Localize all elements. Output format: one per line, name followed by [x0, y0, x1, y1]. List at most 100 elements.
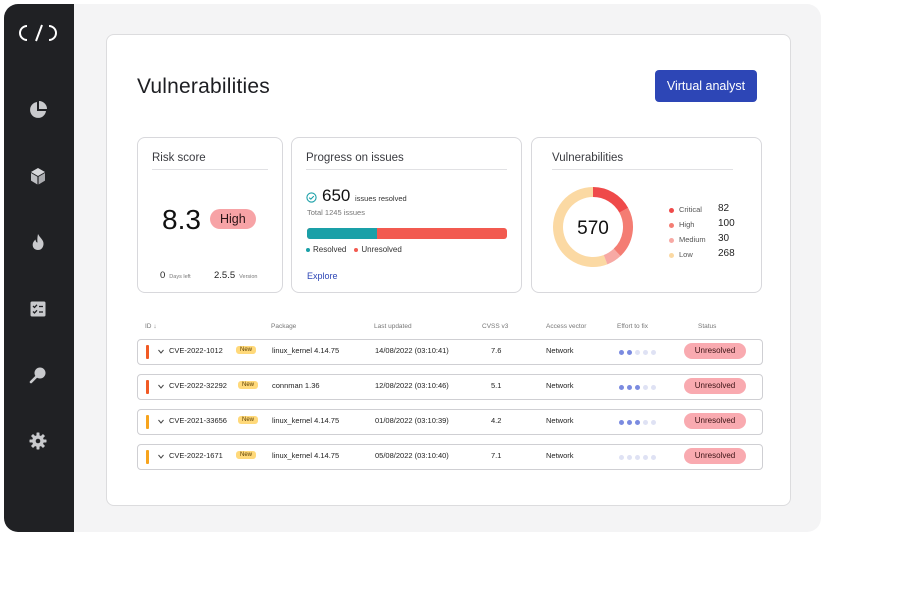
cvss-score: 5.1 — [491, 381, 502, 390]
donut-slice-critical — [592, 187, 629, 213]
effort-indicator — [619, 420, 656, 425]
cve-id: CVE-2022-1671 — [169, 451, 223, 460]
severity-label: Critical — [679, 205, 702, 214]
chevron-down-icon[interactable] — [158, 349, 164, 354]
column-package[interactable]: Package — [271, 323, 297, 330]
effort-dot — [627, 385, 632, 390]
cvss-score: 4.2 — [491, 416, 502, 425]
progress-card: Progress on issues 650 issues resolved T… — [291, 137, 522, 293]
cve-id: CVE-2022-32292 — [169, 381, 227, 390]
chevron-down-icon[interactable] — [158, 419, 164, 424]
cube-icon[interactable] — [28, 166, 48, 186]
effort-dot — [651, 350, 656, 355]
version-value: 2.5.5 — [214, 270, 236, 281]
risk-score-card: Risk score 8.3 High 0 Days left 2.5.5 Vers… — [137, 137, 283, 293]
cvss-score: 7.1 — [491, 451, 502, 460]
legend-unresolved: Unresolved — [354, 245, 402, 254]
last-updated: 12/08/2022 (03:10:46) — [375, 381, 449, 390]
progress-bar — [307, 228, 507, 239]
progress-bar-resolved — [307, 228, 377, 239]
effort-dot — [635, 350, 640, 355]
effort-dot — [643, 385, 648, 390]
table-row[interactable]: CVE-2022-1012 New linux_kernel 4.14.75 14/0… — [137, 339, 763, 365]
sidebar — [4, 4, 74, 532]
severity-indicator — [146, 380, 149, 394]
last-updated: 01/08/2022 (03:10:39) — [375, 416, 449, 425]
virtual-analyst-button[interactable]: Virtual analyst — [655, 70, 757, 102]
vulnerabilities-card: Vulnerabilities 570 Critical 82 High 100 Med… — [531, 137, 762, 293]
severity-indicator — [146, 415, 149, 429]
card-title: Progress on issues — [306, 152, 404, 164]
effort-dot — [635, 385, 640, 390]
card-title: Risk score — [152, 152, 206, 164]
donut-total: 570 — [577, 218, 609, 239]
search-icon[interactable] — [28, 365, 48, 385]
effort-dot — [643, 350, 648, 355]
new-badge: New — [236, 346, 257, 354]
table-row[interactable]: CVE-2021-33656 New linux_kernel 4.14.75 01/… — [137, 409, 763, 435]
table-row[interactable]: CVE-2022-32292 New connman 1.36 12/08/2022 … — [137, 374, 763, 400]
severity-indicator — [146, 345, 149, 359]
card-title: Vulnerabilities — [552, 152, 624, 164]
effort-dot — [651, 420, 656, 425]
effort-dot — [643, 420, 648, 425]
severity-count: 30 — [718, 233, 730, 244]
progress-legend: Resolved Unresolved — [306, 245, 402, 254]
effort-dot — [635, 455, 640, 460]
effort-dot — [651, 385, 656, 390]
column-effort[interactable]: Effort to fix — [617, 323, 648, 330]
new-badge: New — [238, 416, 259, 424]
status-badge[interactable]: Unresolved — [684, 378, 746, 394]
column-status[interactable]: Status — [698, 323, 717, 330]
status-badge[interactable]: Unresolved — [684, 448, 746, 464]
app-window: Vulnerabilities Virtual analyst Risk sco… — [4, 4, 821, 532]
gear-icon[interactable] — [28, 431, 48, 451]
new-badge: New — [236, 451, 257, 459]
column-access-vector[interactable]: Access vector — [546, 323, 587, 330]
donut-slice-low — [553, 187, 608, 267]
last-updated: 05/08/2022 (03:10:40) — [375, 451, 449, 460]
version: 2.5.5 Version — [214, 270, 258, 281]
severity-indicator — [146, 450, 149, 464]
page-title: Vulnerabilities — [137, 75, 270, 98]
effort-dot — [651, 455, 656, 460]
status-badge[interactable]: Unresolved — [684, 413, 746, 429]
severity-label: High — [679, 220, 695, 229]
severity-donut-chart: 570 — [553, 187, 633, 267]
severity-count: 100 — [718, 218, 735, 229]
explore-link[interactable]: Explore — [307, 271, 338, 281]
severity-legend-item: High 100 — [669, 218, 749, 233]
effort-dot — [627, 420, 632, 425]
severity-dot — [669, 208, 674, 213]
severity-dot — [669, 223, 674, 228]
effort-dot — [635, 420, 640, 425]
chevron-down-icon[interactable] — [158, 384, 164, 389]
column-id[interactable]: ID ↓ — [145, 323, 157, 330]
severity-count: 82 — [718, 203, 730, 214]
access-vector: Network — [546, 381, 574, 390]
divider — [152, 169, 268, 170]
status-badge[interactable]: Unresolved — [684, 343, 746, 359]
flame-icon[interactable] — [28, 232, 48, 252]
package-name: linux_kernel 4.14.75 — [272, 346, 340, 355]
risk-level-badge: High — [210, 209, 256, 229]
checklist-icon[interactable] — [28, 299, 48, 319]
chevron-down-icon[interactable] — [158, 454, 164, 459]
days-left-value: 0 — [160, 270, 166, 281]
donut-slice-high — [613, 207, 633, 257]
severity-dot — [669, 253, 674, 258]
new-badge: New — [238, 381, 259, 389]
pie-chart-icon[interactable] — [28, 100, 48, 120]
table-row[interactable]: CVE-2022-1671 New linux_kernel 4.14.75 05/0… — [137, 444, 763, 470]
package-name: linux_kernel 4.14.75 — [272, 451, 340, 460]
column-cvss[interactable]: CVSS v3 — [482, 323, 509, 330]
column-id-label: ID — [145, 323, 152, 330]
effort-dot — [643, 455, 648, 460]
severity-count: 268 — [718, 248, 735, 259]
effort-indicator — [619, 350, 656, 355]
column-last-updated[interactable]: Last updated — [374, 323, 412, 330]
cve-id: CVE-2022-1012 — [169, 346, 223, 355]
access-vector: Network — [546, 416, 574, 425]
effort-dot — [619, 420, 624, 425]
donut-slice-medium — [603, 248, 621, 265]
